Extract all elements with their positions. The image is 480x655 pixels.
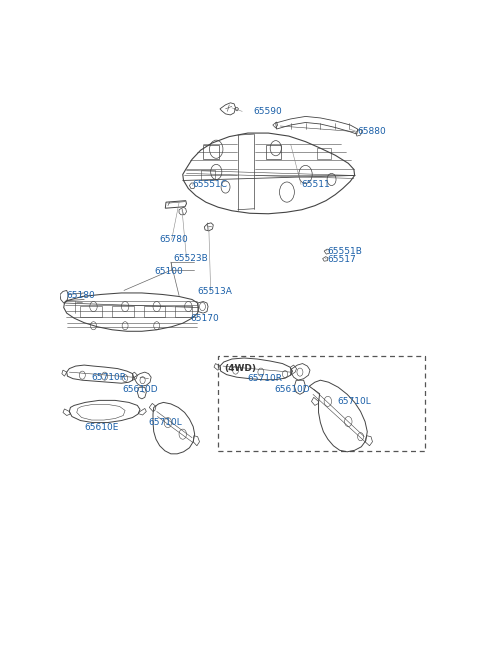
Text: 65551B: 65551B xyxy=(328,246,363,255)
Text: 65551C: 65551C xyxy=(192,180,227,189)
Text: 65610E: 65610E xyxy=(84,423,119,432)
Text: 65710L: 65710L xyxy=(148,418,182,427)
Text: 65780: 65780 xyxy=(160,236,189,244)
Bar xyxy=(144,305,165,316)
Text: 65523B: 65523B xyxy=(173,253,208,263)
Text: 65710L: 65710L xyxy=(337,397,371,406)
Bar xyxy=(175,305,192,316)
Bar xyxy=(202,170,216,181)
Text: 65100: 65100 xyxy=(155,267,184,276)
Text: 65610D: 65610D xyxy=(122,385,158,394)
Text: (4WD): (4WD) xyxy=(225,364,256,373)
Bar xyxy=(317,148,331,159)
Text: 65517: 65517 xyxy=(327,255,356,264)
Text: 65710R: 65710R xyxy=(248,374,283,383)
Bar xyxy=(266,145,281,159)
Bar xyxy=(218,356,424,451)
Text: 65511: 65511 xyxy=(302,180,331,189)
Bar xyxy=(81,305,102,316)
Text: 65710R: 65710R xyxy=(91,373,126,382)
Text: 65880: 65880 xyxy=(358,127,386,136)
Text: 65513A: 65513A xyxy=(197,287,232,296)
Text: 65180: 65180 xyxy=(67,291,96,300)
Text: 65610D: 65610D xyxy=(274,385,310,394)
Bar xyxy=(203,145,219,159)
Bar xyxy=(112,305,133,316)
Text: 65590: 65590 xyxy=(253,107,282,116)
Text: 65170: 65170 xyxy=(190,314,219,323)
